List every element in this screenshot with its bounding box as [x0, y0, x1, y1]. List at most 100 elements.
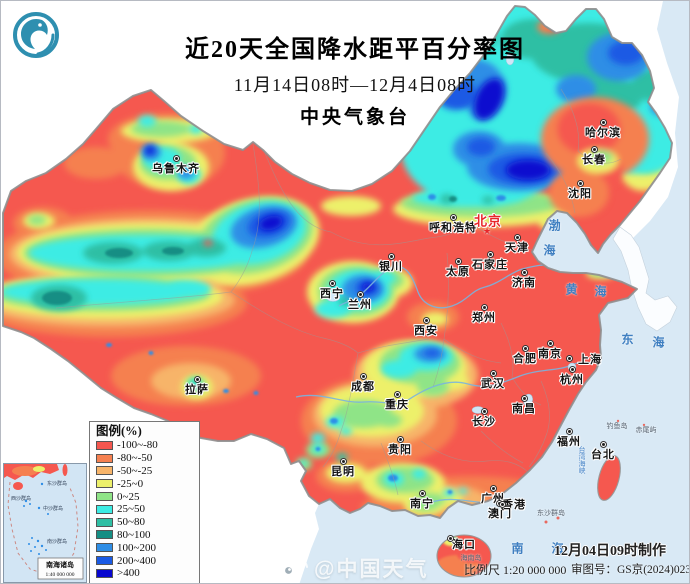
made-at-timestamp: 12月04日09时制作: [554, 544, 666, 559]
city-dot: [491, 486, 496, 491]
city-dot: [424, 318, 429, 323]
geo-label-台湾海峡: 台湾海峡: [578, 446, 586, 474]
city-dot: [389, 254, 394, 259]
sea: [299, 1, 689, 583]
city-dot: [578, 181, 583, 186]
city-dot: [448, 536, 453, 541]
city-dot: [451, 215, 456, 220]
city-dot: [548, 341, 553, 346]
city-dot: [398, 437, 403, 442]
city-label-南昌: 南昌: [512, 403, 536, 415]
city-dot: [522, 270, 527, 275]
legend-item: 50~80: [96, 516, 194, 529]
legend-swatch: [96, 530, 113, 540]
legend-item: -25~0: [96, 477, 194, 490]
legend-item: >400: [96, 567, 194, 580]
city-label-拉萨: 拉萨: [185, 384, 209, 396]
city-dot: [570, 367, 575, 372]
city-dot: [500, 502, 505, 507]
sea-label: 海: [551, 541, 565, 556]
city-label-石家庄: 石家庄: [472, 259, 508, 271]
sea-label: 黄: [565, 282, 579, 297]
capital-star-icon: ★: [483, 226, 492, 236]
geo-label-赤尾屿: 赤尾屿: [635, 426, 657, 434]
sea-label: 东: [621, 332, 635, 347]
legend-label: -100~-80: [117, 439, 158, 452]
city-label-北京: 北京: [473, 213, 503, 229]
city-dot: [482, 409, 487, 414]
city-dot: [515, 235, 520, 240]
city-dot: [567, 429, 572, 434]
city-label-西宁: 西宁: [320, 288, 344, 300]
inset-map: 东沙群岛 西沙群岛 中沙群岛 南沙群岛 南海诸岛 1:40 000 000: [3, 463, 87, 583]
korea-peninsula: [612, 226, 678, 332]
taiwan-island: [597, 455, 621, 501]
small-islands: [544, 419, 646, 524]
city-dot: [395, 392, 400, 397]
city-label-贵阳: 贵阳: [388, 444, 412, 456]
legend-title: 图例(%): [96, 424, 142, 438]
watermark: @中国天气: [280, 553, 428, 583]
city-label-银川: 银川: [379, 261, 403, 273]
city-label-澳门: 澳门: [488, 508, 512, 520]
city-label-天津: 天津: [505, 242, 529, 254]
city-label-哈尔滨: 哈尔滨: [585, 127, 621, 139]
city-label-沈阳: 沈阳: [568, 188, 592, 200]
city-dot: [491, 371, 496, 376]
province-boundaries: [55, 88, 622, 496]
city-dot: [601, 442, 606, 447]
city-dot: [488, 252, 493, 257]
inset-title: 南海诸岛: [46, 560, 74, 569]
legend-item: -80~-50: [96, 452, 194, 465]
city-label-香港: 香港: [502, 499, 526, 511]
page-title: 近20天全国降水距平百分率图: [185, 37, 525, 63]
city-label-西安: 西安: [414, 325, 438, 337]
city-dot: [341, 459, 346, 464]
cma-logo: [9, 8, 63, 62]
legend-item: 25~50: [96, 503, 194, 516]
legend-swatch: [96, 504, 113, 514]
city-label-长沙: 长沙: [472, 416, 496, 428]
city-dot: [523, 346, 528, 351]
legend-swatch: [96, 492, 113, 502]
city-label-台北: 台北: [591, 449, 615, 461]
legend-label: 0~25: [117, 490, 140, 503]
legend-box: 图例(%) -100~-80 -80~-50 -50~-25 -25~0 0~25 25~…: [89, 421, 200, 583]
legend-item: -50~-25: [96, 465, 194, 478]
legend-label: -80~-50: [117, 452, 153, 465]
legend-item: 100~200: [96, 541, 194, 554]
city-label-兰州: 兰州: [348, 299, 372, 311]
inset-label-xisha: 西沙群岛: [11, 495, 31, 502]
legend-swatch: [96, 440, 113, 450]
legend-swatch: [96, 453, 113, 463]
city-label-昆明: 昆明: [331, 466, 355, 478]
city-label-太原: 太原: [446, 266, 470, 278]
map-header: 近20天全国降水距平百分率图 11月14日08时—12月4日08时 中央气象台: [151, 29, 559, 129]
geo-label-东沙群岛: 东沙群岛: [537, 509, 565, 517]
legend-swatch: [96, 479, 113, 489]
city-label-乌鲁木齐: 乌鲁木齐: [152, 163, 200, 175]
south-china-sea-inset: 东沙群岛 西沙群岛 中沙群岛 南沙群岛 南海诸岛 1:40 000 000: [3, 463, 87, 583]
legend-swatch: [96, 543, 113, 553]
legend-swatch: [96, 556, 113, 566]
legend-label: 80~100: [117, 528, 151, 541]
city-label-呼和浩特: 呼和浩特: [429, 222, 477, 234]
legend-label: 25~50: [117, 503, 145, 516]
legend-item: 200~400: [96, 554, 194, 567]
geo-label-钓鱼岛: 钓鱼岛: [606, 422, 628, 430]
legend-swatch: [96, 466, 113, 476]
inset-label-zhongsha: 中沙群岛: [43, 505, 63, 512]
city-dot: [420, 491, 425, 496]
city-dot: [195, 377, 200, 382]
weibo-icon: [281, 558, 308, 578]
city-dot: [482, 305, 487, 310]
legend-swatch: [96, 568, 113, 578]
cma-logo-icon: [13, 12, 59, 58]
city-dot: [522, 396, 527, 401]
geo-label-海南岛: 海南岛: [460, 554, 482, 562]
city-dot: [358, 292, 363, 297]
city-label-福州: 福州: [557, 436, 581, 448]
city-label-南宁: 南宁: [410, 498, 434, 510]
